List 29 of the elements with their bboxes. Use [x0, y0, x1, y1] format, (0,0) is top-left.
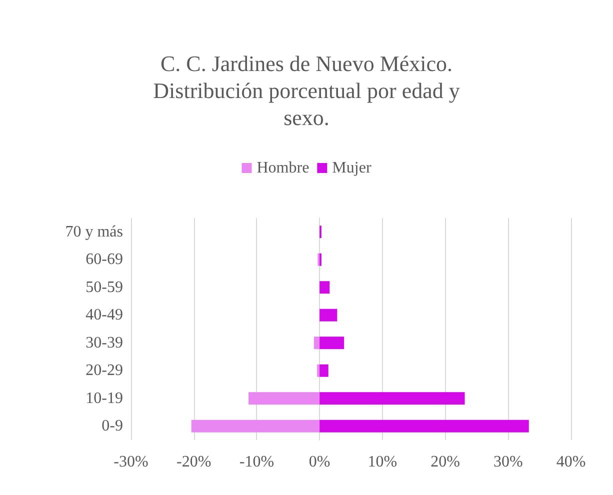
bar [320, 364, 328, 377]
bar [320, 420, 529, 432]
x-tick-label: -30% [114, 454, 148, 470]
bar [320, 336, 344, 350]
legend-label: Hombre [256, 160, 310, 176]
x-tick-label: 30% [493, 454, 523, 470]
x-tick-label: -20% [176, 454, 212, 470]
y-tick-label: 10-19 [86, 390, 123, 407]
x-tick-label: 20% [430, 454, 460, 470]
legend-label: Mujer [332, 160, 372, 176]
bar [191, 420, 320, 432]
y-tick-label: 30-39 [86, 334, 123, 352]
x-tick-label: 10% [368, 454, 398, 470]
y-tick-label: 20-29 [86, 362, 123, 380]
bar [320, 392, 465, 405]
bar [320, 281, 330, 294]
bar [317, 364, 320, 377]
x-tick-label: 0% [308, 454, 330, 470]
y-tick-label: 40-49 [86, 306, 123, 324]
x-tick-label: -10% [239, 454, 274, 470]
x-tick-label: 40% [556, 454, 586, 470]
y-tick-label: 70 y más [65, 223, 123, 240]
bar [248, 392, 320, 405]
y-tick-label: 60-69 [86, 251, 123, 268]
chart-title: C. C. Jardines de Nuevo México. Distribución porcentual por edad y sexo. [153, 51, 460, 130]
bar [314, 336, 320, 350]
bar [320, 308, 338, 322]
y-tick-label: 0-9 [102, 418, 123, 435]
y-tick-label: 50-59 [86, 278, 123, 296]
